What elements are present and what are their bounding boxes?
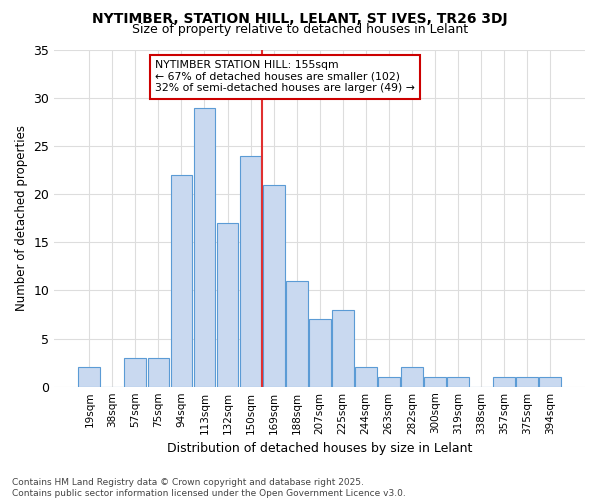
- Bar: [309, 320, 331, 386]
- X-axis label: Distribution of detached houses by size in Lelant: Distribution of detached houses by size …: [167, 442, 472, 455]
- Bar: [148, 358, 169, 386]
- Bar: [447, 377, 469, 386]
- Bar: [79, 368, 100, 386]
- Bar: [263, 184, 284, 386]
- Bar: [424, 377, 446, 386]
- Y-axis label: Number of detached properties: Number of detached properties: [15, 126, 28, 312]
- Bar: [124, 358, 146, 386]
- Text: Contains HM Land Registry data © Crown copyright and database right 2025.
Contai: Contains HM Land Registry data © Crown c…: [12, 478, 406, 498]
- Bar: [239, 156, 262, 386]
- Bar: [516, 377, 538, 386]
- Bar: [539, 377, 561, 386]
- Text: NYTIMBER STATION HILL: 155sqm
← 67% of detached houses are smaller (102)
32% of : NYTIMBER STATION HILL: 155sqm ← 67% of d…: [155, 60, 415, 94]
- Bar: [170, 175, 193, 386]
- Bar: [332, 310, 353, 386]
- Bar: [286, 281, 308, 386]
- Text: Size of property relative to detached houses in Lelant: Size of property relative to detached ho…: [132, 22, 468, 36]
- Bar: [194, 108, 215, 386]
- Bar: [355, 368, 377, 386]
- Bar: [401, 368, 423, 386]
- Text: NYTIMBER, STATION HILL, LELANT, ST IVES, TR26 3DJ: NYTIMBER, STATION HILL, LELANT, ST IVES,…: [92, 12, 508, 26]
- Bar: [493, 377, 515, 386]
- Bar: [378, 377, 400, 386]
- Bar: [217, 223, 238, 386]
